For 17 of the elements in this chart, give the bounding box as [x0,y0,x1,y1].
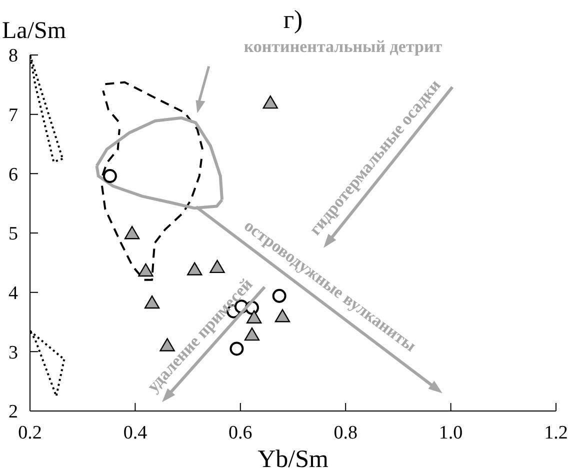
x-tick-label: 0.4 [123,422,148,444]
annotation: континентальный детрит [244,36,443,56]
x-tick-label: 1.0 [438,422,463,444]
y-tick-label: 4 [8,283,18,304]
chart-title: г) [283,5,303,34]
x-axis-title: Yb/Sm [258,446,329,471]
y-tick-label: 3 [8,342,18,364]
x-tick-label: 1.2 [544,422,568,444]
y-tick-label: 6 [8,164,18,186]
y-tick-label: 7 [8,105,18,126]
y-tick-label: 2 [8,402,18,423]
x-tick-label: 0.8 [334,422,358,444]
y-tick-label: 5 [8,224,18,245]
y-axis-title: La/Sm [2,18,66,44]
y-tick-label: 8 [8,46,18,67]
x-tick-label: 0.6 [228,422,252,444]
x-tick-label: 0.2 [18,422,42,444]
